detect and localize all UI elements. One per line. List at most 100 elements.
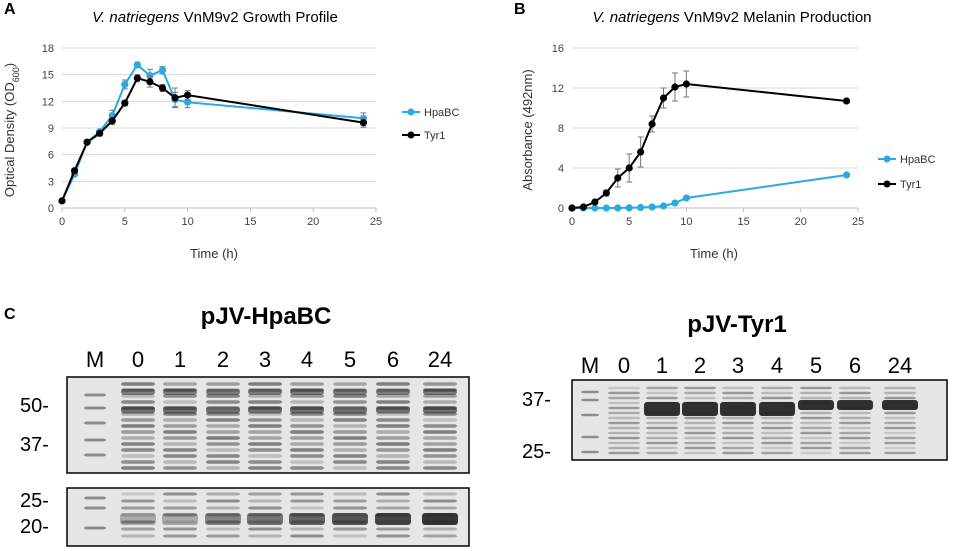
gel-band — [684, 451, 716, 455]
gel-band — [121, 389, 155, 395]
series-line-tyr1 — [571, 82, 847, 209]
gel-band — [290, 448, 324, 452]
gel-band — [206, 400, 240, 404]
gel-band — [722, 426, 754, 430]
data-point-tyr1 — [146, 78, 154, 86]
data-point-tyr1 — [682, 80, 691, 88]
gel-band — [798, 400, 834, 410]
gel-band — [84, 421, 106, 425]
gel-band — [608, 401, 640, 405]
legend-marker-hpabc-b — [883, 155, 891, 163]
lane-label: 2 — [217, 347, 229, 372]
chart-b-y-tick: 12 — [552, 83, 564, 95]
gel-band — [290, 430, 324, 434]
data-point-tyr1 — [625, 164, 633, 172]
chart-a-y-label: Optical Density (OD600) — [2, 63, 21, 197]
gel-band — [839, 451, 871, 455]
chart-b-legend: HpaBC Tyr1 — [878, 154, 936, 191]
gel-band — [290, 394, 324, 398]
gel-band — [206, 436, 240, 440]
gel-band — [722, 391, 754, 395]
gel-band — [163, 520, 197, 524]
gel-band — [376, 430, 410, 434]
gel-band — [646, 391, 678, 395]
gel-band — [376, 454, 410, 458]
gel-band — [248, 389, 282, 395]
gel-band — [333, 389, 367, 395]
gel-band — [290, 527, 324, 531]
gel-band — [121, 534, 155, 538]
gel-band — [682, 402, 718, 416]
gel-band — [333, 527, 367, 531]
gel-hpabc-top — [66, 376, 470, 474]
gel-band — [761, 391, 793, 395]
gel-band — [376, 499, 410, 503]
gel-band — [423, 406, 457, 414]
gel-band — [333, 492, 367, 496]
gel-band — [375, 513, 411, 525]
gel-band — [333, 394, 367, 398]
gel-hpabc-marker-50: 50- — [20, 395, 49, 417]
gel-band — [290, 418, 324, 422]
lane-label: 3 — [732, 353, 744, 378]
chart-b-y-tick: 8 — [558, 123, 564, 135]
gel-band — [376, 460, 410, 464]
gel-band — [423, 430, 457, 434]
gel-band — [759, 402, 795, 416]
gel-band — [290, 499, 324, 503]
data-point-tyr1 — [121, 99, 129, 107]
gel-band — [376, 406, 410, 414]
gel-band — [839, 441, 871, 445]
lane-label: 2 — [694, 353, 706, 378]
lane-label: 4 — [771, 353, 783, 378]
gel-band — [206, 389, 240, 395]
gel-band — [162, 513, 198, 525]
gel-band — [581, 450, 599, 454]
gel-hpabc-marker-25: 25- — [20, 490, 49, 512]
data-point-hpabc — [184, 98, 192, 106]
gel-band — [646, 396, 678, 400]
gel-tyr1-marker-25: 25- — [522, 441, 551, 463]
gel-band — [837, 400, 873, 410]
gel-band — [608, 416, 640, 420]
gel-band — [882, 400, 918, 410]
gel-band — [800, 391, 832, 395]
gel-band — [646, 416, 678, 420]
gel-band — [248, 506, 282, 510]
gel-band — [581, 413, 599, 417]
gel-band — [121, 492, 155, 496]
series-line-hpabc — [61, 63, 364, 202]
series-line-tyr1 — [61, 77, 364, 202]
chart-a-y-tick: 12 — [42, 96, 54, 108]
gel-band — [839, 411, 871, 415]
gel-band — [163, 506, 197, 510]
gel-band — [608, 396, 640, 400]
gel-band — [163, 460, 197, 464]
gel-band — [581, 435, 599, 439]
gel-band — [248, 442, 282, 446]
gel-band — [248, 418, 282, 422]
data-point-tyr1 — [58, 197, 66, 205]
gel-band — [290, 506, 324, 510]
lane-label: 5 — [344, 347, 356, 372]
gel-band — [376, 389, 410, 395]
gel-band — [376, 506, 410, 510]
gel-band — [121, 442, 155, 446]
gel-band — [839, 426, 871, 430]
gel-band — [206, 466, 240, 470]
gel-band — [684, 426, 716, 430]
gel-band — [839, 431, 871, 435]
gel-band — [376, 424, 410, 428]
gel-band — [333, 430, 367, 434]
gel-band — [121, 466, 155, 470]
chart-b-y-tick: 16 — [552, 43, 564, 55]
gel-band — [84, 453, 106, 457]
chart-b-title: V. natriegens VnM9v2 Melanin Production — [592, 9, 871, 26]
gel-band — [800, 441, 832, 445]
gel-band — [290, 454, 324, 458]
gel-band — [163, 430, 197, 434]
data-point-tyr1 — [171, 94, 179, 102]
data-point-tyr1 — [359, 119, 368, 127]
chart-a-x-tick: 10 — [181, 216, 193, 228]
gel-band — [248, 492, 282, 496]
